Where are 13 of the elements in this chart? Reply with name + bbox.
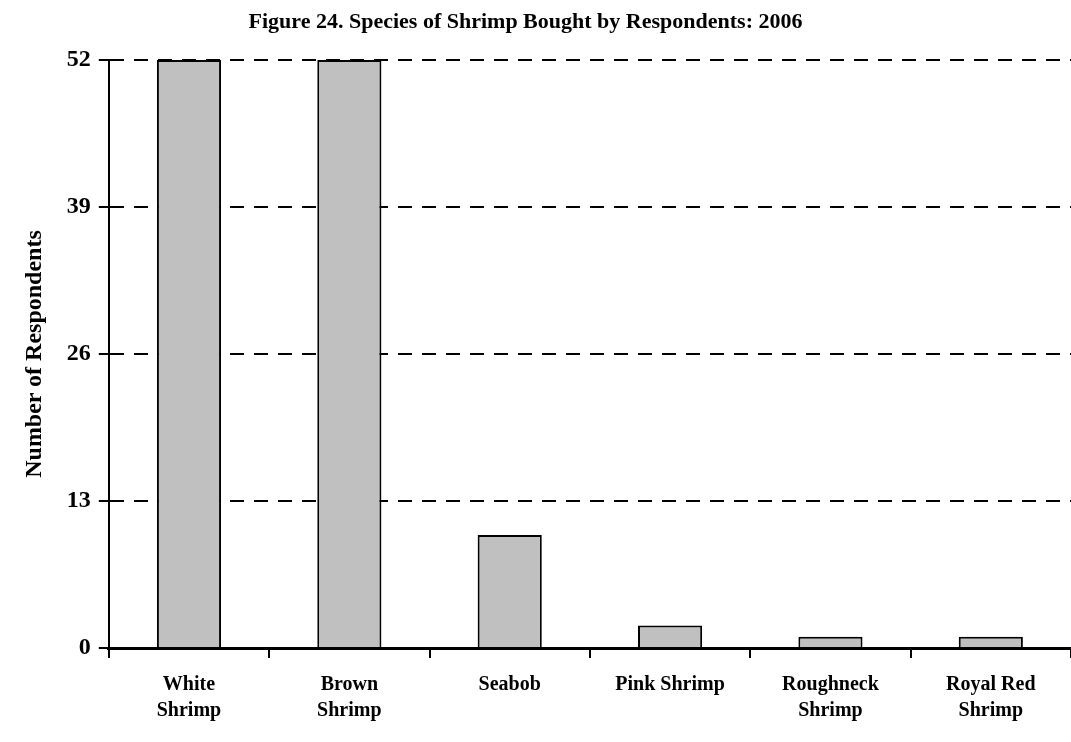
chart-title: Figure 24. Species of Shrimp Bought by Respondents: 2006 [247,7,804,34]
y-tick-label: 26 [66,339,91,366]
y-axis-title: Number of Respondents [19,230,46,478]
x-tick-label: White Shrimp [156,672,222,722]
y-tick-label: 39 [66,192,91,219]
x-tick-label: Seabob [478,672,541,695]
x-tick-label: Royal Red Shrimp [946,672,1036,722]
y-tick-label: 0 [78,633,91,660]
x-tick-label: Roughneck Shrimp [782,672,880,722]
y-tick-label: 52 [66,45,91,72]
y-tick-label: 13 [66,486,91,513]
x-tick-label: Brown Shrimp [317,672,382,722]
x-tick-label: Pink Shrimp [615,672,725,696]
